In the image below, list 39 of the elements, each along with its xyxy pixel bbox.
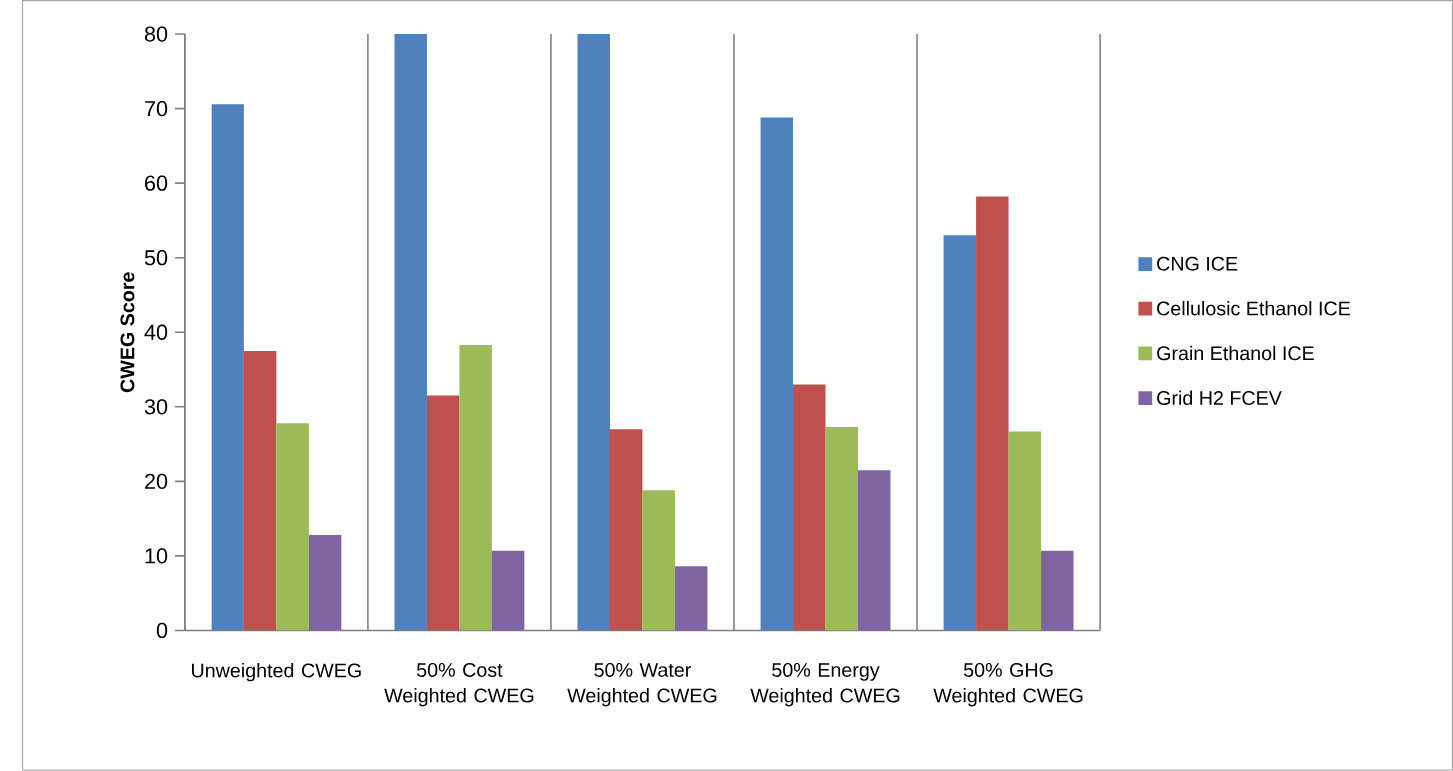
y-tick-label: 20 <box>145 473 168 490</box>
y-tick-label: 50 <box>144 250 168 266</box>
bar <box>857 470 891 631</box>
bar <box>825 427 858 631</box>
bar <box>609 429 643 631</box>
x-tick-label: 50% GHG Weighted CWEG <box>933 663 1083 707</box>
bar <box>577 34 610 631</box>
x-tick-label: 50% Energy Weighted CWEG <box>750 663 900 707</box>
bar <box>674 566 708 631</box>
x-tick-label: 50% Water Weighted CWEG <box>567 663 717 707</box>
y-tick-label: 60 <box>145 175 168 191</box>
bar <box>642 490 675 631</box>
bar <box>943 235 977 631</box>
y-tick-label: 40 <box>144 324 168 341</box>
y-tick-label: 70 <box>145 101 168 117</box>
y-axis-title: CWEG Score <box>120 272 135 393</box>
legend-label: CNG ICE <box>1157 256 1238 271</box>
bar <box>276 423 309 631</box>
y-tick-label: 10 <box>145 548 168 564</box>
y-tick-label: 30 <box>144 399 168 415</box>
x-tick-label: 50% Cost Weighted CWEG <box>384 663 534 707</box>
bar <box>394 34 427 631</box>
bar <box>976 196 1009 631</box>
bar <box>1041 550 1074 631</box>
y-tick-label: 80 <box>144 26 168 42</box>
bar <box>243 351 277 631</box>
y-tick-label: 0 <box>156 622 168 639</box>
x-tick-label: Unweighted CWEG <box>192 663 361 682</box>
legend-label: Grain Ethanol ICE <box>1157 345 1314 361</box>
bar <box>793 384 826 631</box>
bar <box>308 535 342 631</box>
bar <box>426 395 460 631</box>
legend-label: Grid H2 FCEV <box>1157 390 1282 406</box>
bar <box>491 550 525 631</box>
legend-label: Cellulosic Ethanol ICE <box>1157 301 1350 316</box>
bar <box>459 345 492 631</box>
bar <box>211 104 244 631</box>
bar <box>760 117 794 631</box>
bar <box>1008 431 1042 631</box>
